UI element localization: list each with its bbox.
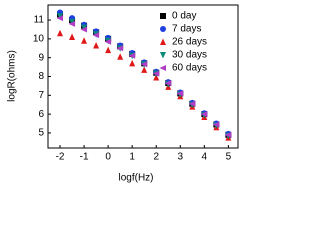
x-tick-label: 5 xyxy=(226,152,232,163)
marker xyxy=(160,38,166,45)
x-tick-label: 0 xyxy=(105,152,111,163)
marker xyxy=(69,18,76,26)
marker xyxy=(81,37,88,44)
marker xyxy=(93,41,100,49)
x-tick-label: -1 xyxy=(80,152,89,163)
marker xyxy=(92,32,100,39)
x-axis-label: logf(Hz) xyxy=(118,173,153,184)
marker xyxy=(224,131,232,138)
marker xyxy=(212,121,220,128)
marker xyxy=(152,70,160,77)
marker xyxy=(176,90,184,97)
marker xyxy=(141,66,148,73)
marker xyxy=(188,100,196,107)
legend-label: 7 days xyxy=(172,24,201,35)
marker xyxy=(57,13,64,20)
marker xyxy=(56,15,64,22)
marker xyxy=(160,13,166,19)
legend-label: 0 day xyxy=(172,11,196,22)
marker xyxy=(159,65,166,71)
marker xyxy=(104,38,112,45)
x-tick-label: -2 xyxy=(56,152,65,163)
marker xyxy=(128,52,136,59)
x-tick-label: 2 xyxy=(153,152,159,163)
marker xyxy=(160,52,166,59)
marker xyxy=(81,24,88,32)
y-tick-label: 11 xyxy=(34,15,45,26)
y-tick-label: 6 xyxy=(38,109,44,120)
x-tick-label: 3 xyxy=(177,152,183,163)
marker xyxy=(129,59,136,67)
y-tick-label: 8 xyxy=(38,71,44,82)
y-tick-label: 9 xyxy=(38,52,44,63)
y-tick-label: 5 xyxy=(38,128,44,139)
y-tick-label: 10 xyxy=(33,34,45,45)
plot-frame xyxy=(47,4,239,149)
marker xyxy=(69,33,76,40)
marker xyxy=(68,20,76,27)
marker xyxy=(80,26,88,33)
marker xyxy=(200,111,208,118)
legend-label: 30 days xyxy=(172,50,207,61)
marker xyxy=(140,61,148,68)
marker xyxy=(164,80,172,87)
marker xyxy=(153,73,160,81)
y-axis-label: logR(ohms) xyxy=(7,50,18,102)
legend-label: 26 days xyxy=(172,37,207,48)
marker xyxy=(117,53,124,60)
marker xyxy=(116,45,124,52)
marker xyxy=(105,46,112,54)
y-tick-label: 7 xyxy=(38,90,44,101)
x-tick-label: 1 xyxy=(129,152,135,163)
legend-label: 60 days xyxy=(172,63,207,74)
x-tick-label: 4 xyxy=(202,152,208,163)
chart: logf(Hz) logR(ohms) -2 -1 0 1 2 3 4 5 5 6 7 8 9 10 11 0… xyxy=(7,4,239,184)
marker xyxy=(57,29,64,37)
marker xyxy=(160,26,166,32)
